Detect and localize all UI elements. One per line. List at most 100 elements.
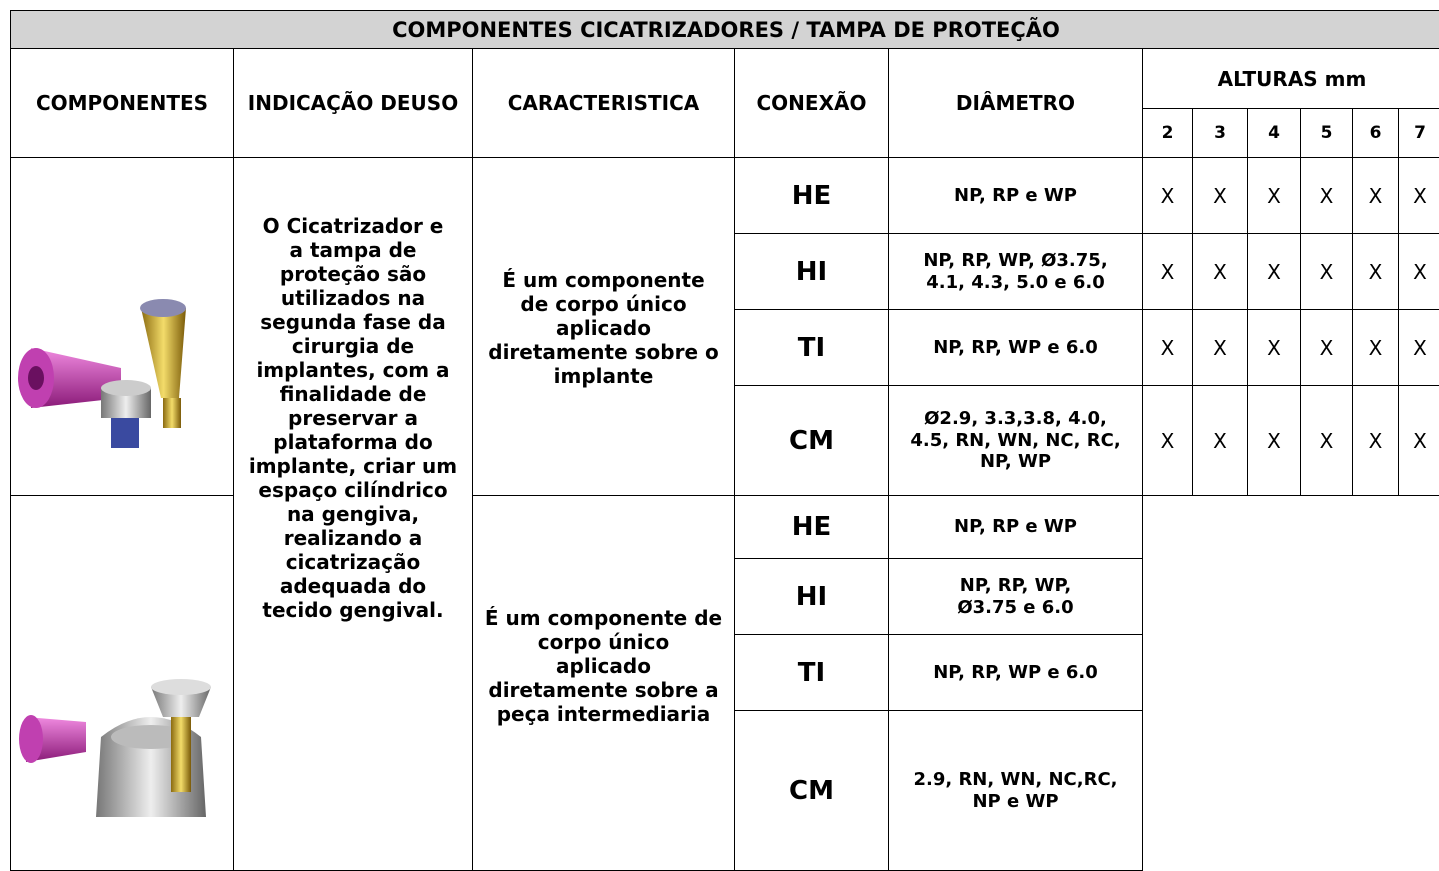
diameter-line: NP, RP, WP, [959, 574, 1072, 596]
indication-line: preservar a [288, 406, 418, 430]
diameter-cell: NP, RP, WP, Ø3.75 e 6.0 [888, 558, 1143, 635]
heights-title: ALTURAS mm [1217, 66, 1367, 91]
characteristic-cell: É um componente de corpo único aplicado dir… [472, 157, 735, 496]
column-header-text: DIÂMETRO [955, 91, 1076, 115]
height-label: 2 [1161, 123, 1174, 143]
height-cell: X [1398, 309, 1439, 386]
column-header-text: CONEXÃO [756, 91, 867, 115]
height-header: 2 [1142, 108, 1193, 158]
height-header: 4 [1247, 108, 1301, 158]
height-cell: X [1247, 309, 1301, 386]
indication-line: finalidade de [279, 382, 427, 406]
height-cell: X [1142, 385, 1193, 496]
diameter-line: NP, RP e WP [954, 184, 1077, 206]
height-mark: X [1160, 259, 1175, 284]
diameter-line: NP e WP [972, 790, 1059, 812]
connection: TI [797, 657, 826, 688]
diameter-cell: NP, RP e WP [888, 495, 1143, 559]
diameter-cell: Ø2.9, 3.3,3.8, 4.0, 4.5, RN, WN, NC, RC, N… [888, 385, 1143, 496]
height-cell: X [1300, 233, 1353, 310]
height-mark: X [1368, 428, 1383, 453]
column-header: COMPONENTES [10, 48, 234, 158]
diameter-cell: 2.9, RN, WN, NC,RC, NP e WP [888, 710, 1143, 871]
connection-cell: TI [734, 634, 889, 711]
height-label: 3 [1214, 123, 1226, 143]
indication-line: espaço cilíndrico [258, 478, 448, 502]
image-cell [10, 157, 234, 496]
column-header: INDICAÇÃO DEUSO [233, 48, 473, 158]
characteristic-line: aplicado [556, 654, 651, 678]
diameter-line: NP, WP [979, 451, 1052, 473]
height-header: 3 [1192, 108, 1248, 158]
column-header-text: COMPONENTES [35, 91, 209, 115]
component-image [19, 679, 211, 817]
heights-header: ALTURAS mm [1142, 48, 1439, 109]
indication-line: segunda fase da [260, 310, 446, 334]
connection: HE [791, 512, 832, 542]
diameter-line: NP, RP, WP, Ø3.75, [923, 249, 1108, 271]
characteristic-line: diretamente sobre o [488, 340, 719, 364]
connection: HI [795, 581, 828, 612]
diameter-cell: NP, RP, WP, Ø3.75, 4.1, 4.3, 5.0 e 6.0 [888, 233, 1143, 310]
indication-line: adequada do [279, 574, 427, 598]
column-header: CARACTERISTICA [472, 48, 735, 158]
connection-cell: HI [734, 558, 889, 635]
diameter-line: 4.1, 4.3, 5.0 e 6.0 [926, 271, 1105, 293]
height-mark: X [1213, 428, 1227, 453]
height-mark: X [1267, 259, 1281, 284]
image-cell [10, 495, 234, 871]
characteristic-line: É um componente de [484, 606, 723, 630]
height-label: 5 [1320, 123, 1333, 143]
height-cell: X [1192, 157, 1248, 234]
height-mark: X [1213, 335, 1227, 360]
indication-line: na gengiva, [286, 502, 420, 526]
height-cell: X [1398, 157, 1439, 234]
height-mark: X [1319, 428, 1334, 453]
height-label: 7 [1414, 123, 1426, 143]
indication-line: implante, criar um [248, 454, 458, 478]
height-cell: X [1142, 233, 1193, 310]
connection-cell: CM [734, 710, 889, 871]
height-mark: X [1267, 335, 1281, 360]
indication-line: realizando a [283, 526, 423, 550]
height-mark: X [1368, 183, 1383, 208]
diameter-line: Ø3.75 e 6.0 [957, 596, 1074, 618]
connection: TI [797, 332, 826, 363]
connection-cell: HI [734, 233, 889, 310]
table-title: COMPONENTES CICATRIZADORES / TAMPA DE PR… [392, 17, 1060, 42]
characteristic-line: peça intermediaria [496, 702, 711, 726]
height-mark: X [1368, 259, 1383, 284]
diameter-line: NP, RP e WP [954, 516, 1077, 538]
height-cell: X [1352, 233, 1399, 310]
height-cell: X [1142, 309, 1193, 386]
height-mark: X [1413, 259, 1427, 284]
characteristic-line: corpo único [537, 630, 670, 654]
connection-cell: CM [734, 385, 889, 496]
height-header: 7 [1398, 108, 1439, 158]
height-mark: X [1319, 259, 1334, 284]
indication-line: a tampa de [289, 238, 417, 262]
height-cell: X [1398, 233, 1439, 310]
height-cell: X [1142, 157, 1193, 234]
height-header: 5 [1300, 108, 1353, 158]
height-cell: X [1300, 385, 1353, 496]
column-header-text: CARACTERISTICA [507, 91, 700, 115]
height-mark: X [1213, 259, 1227, 284]
height-mark: X [1160, 428, 1175, 453]
diameter-line: Ø2.9, 3.3,3.8, 4.0, [924, 408, 1107, 430]
height-cell: X [1192, 309, 1248, 386]
characteristic-line: É um componente [502, 268, 705, 292]
diameter-cell: NP, RP e WP [888, 157, 1143, 234]
height-cell: X [1247, 233, 1301, 310]
height-mark: X [1160, 183, 1175, 208]
component-image [18, 299, 186, 448]
diameter-cell: NP, RP, WP e 6.0 [888, 309, 1143, 386]
connection: CM [789, 775, 834, 806]
indication-line: cirurgia de [291, 334, 415, 358]
diameter-cell: NP, RP, WP e 6.0 [888, 634, 1143, 711]
height-label: 6 [1369, 123, 1382, 143]
connection-cell: TI [734, 309, 889, 386]
height-header: 6 [1352, 108, 1399, 158]
height-cell: X [1352, 309, 1399, 386]
